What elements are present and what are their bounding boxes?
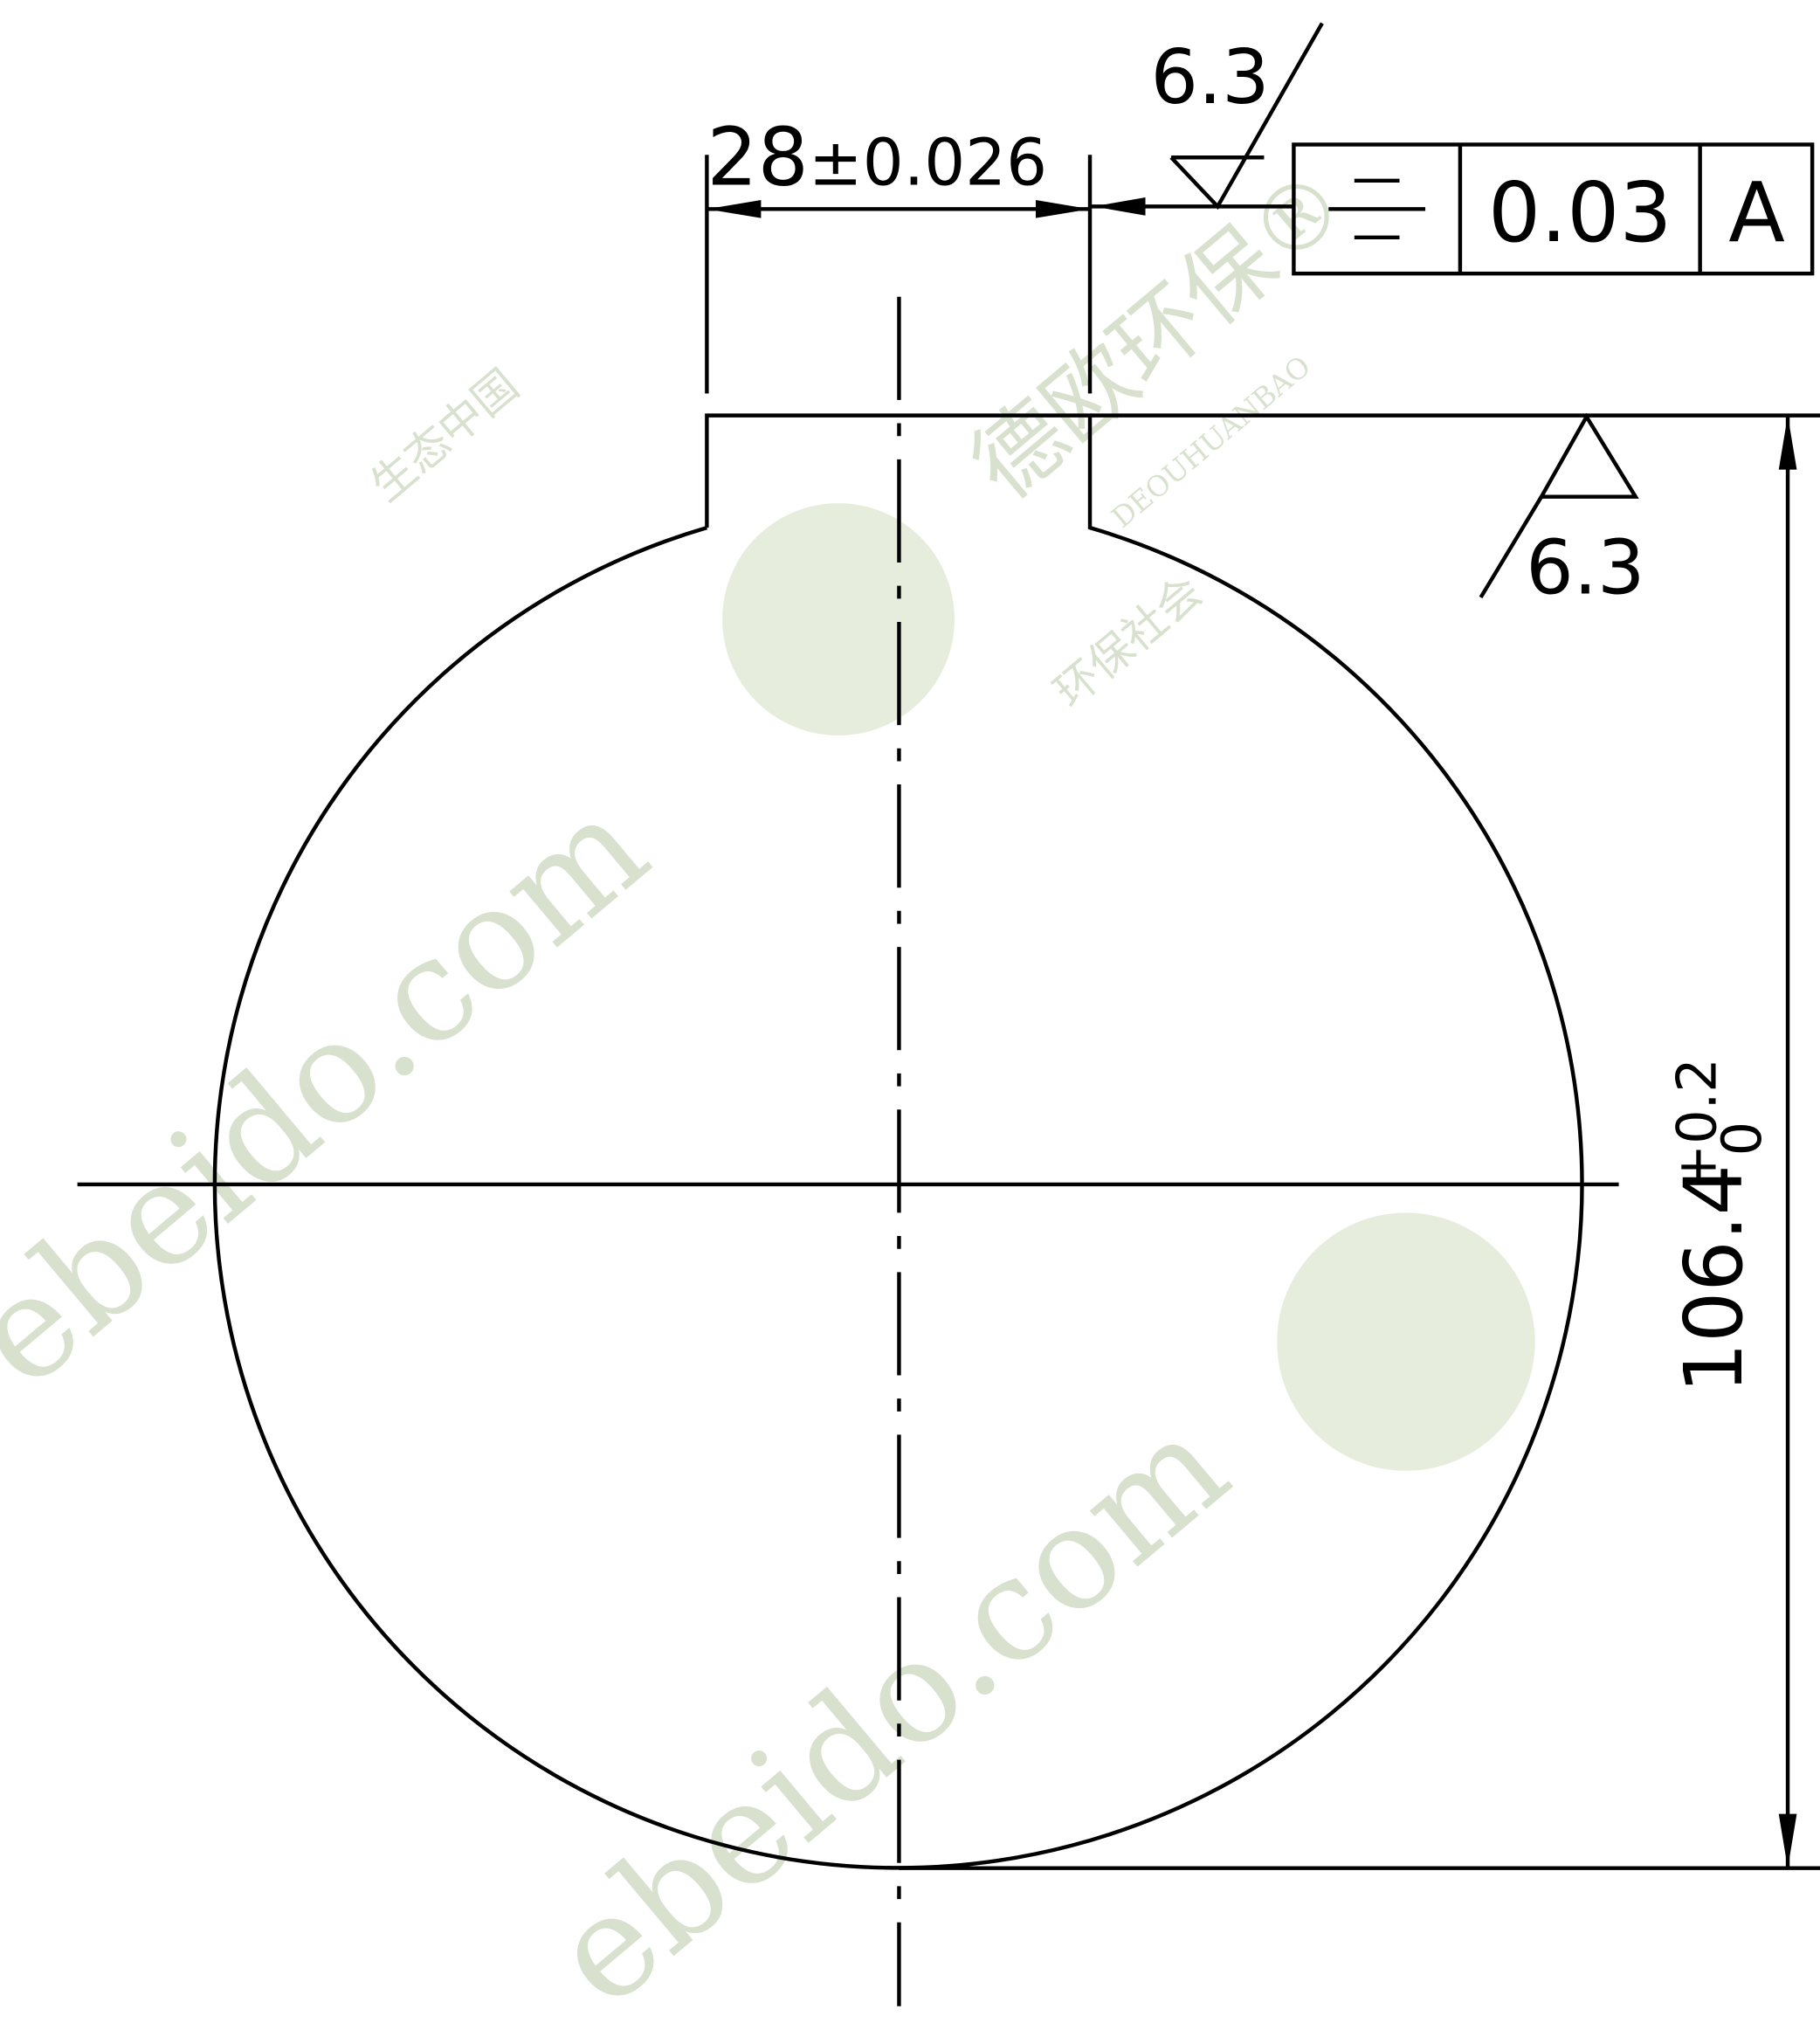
dimension-text: 28±0.026: [707, 110, 1047, 204]
watermark-slogan: 生态中国: [361, 359, 528, 511]
datum-letter: A: [1728, 165, 1785, 261]
roughness-symbol: [1541, 417, 1636, 497]
drawing: 德欧环保® DEOUHUANBAO 生态中国 环保社会 ebeido.com e…: [0, 0, 1820, 2023]
tolerance-value: 0.03: [1488, 165, 1672, 261]
roughness-text: 6.3: [1526, 524, 1644, 611]
lower-tolerance: 0: [1710, 1122, 1774, 1156]
tolerance: ±0.026: [809, 125, 1047, 200]
arrow: [1779, 1814, 1797, 1868]
nominal: 28: [707, 110, 809, 204]
watermark-site: ebeido.com: [0, 764, 678, 1419]
roughness-text: 6.3: [1150, 34, 1269, 121]
frog-mascot: [1277, 1212, 1534, 1470]
frog-mascot: [722, 503, 955, 735]
arrow: [1779, 416, 1797, 470]
watermark-slogan: 环保社会: [1044, 565, 1212, 717]
arrow: [1036, 200, 1090, 218]
arrow: [1093, 197, 1145, 216]
height-dimension: 106.4 +0.2 0: [1665, 1058, 1774, 1393]
watermark: 德欧环保® DEOUHUANBAO 生态中国 环保社会 ebeido.com e…: [0, 149, 1535, 2023]
watermark-site: ebeido.com: [522, 1384, 1258, 2023]
nominal: 106.4: [1667, 1164, 1761, 1393]
